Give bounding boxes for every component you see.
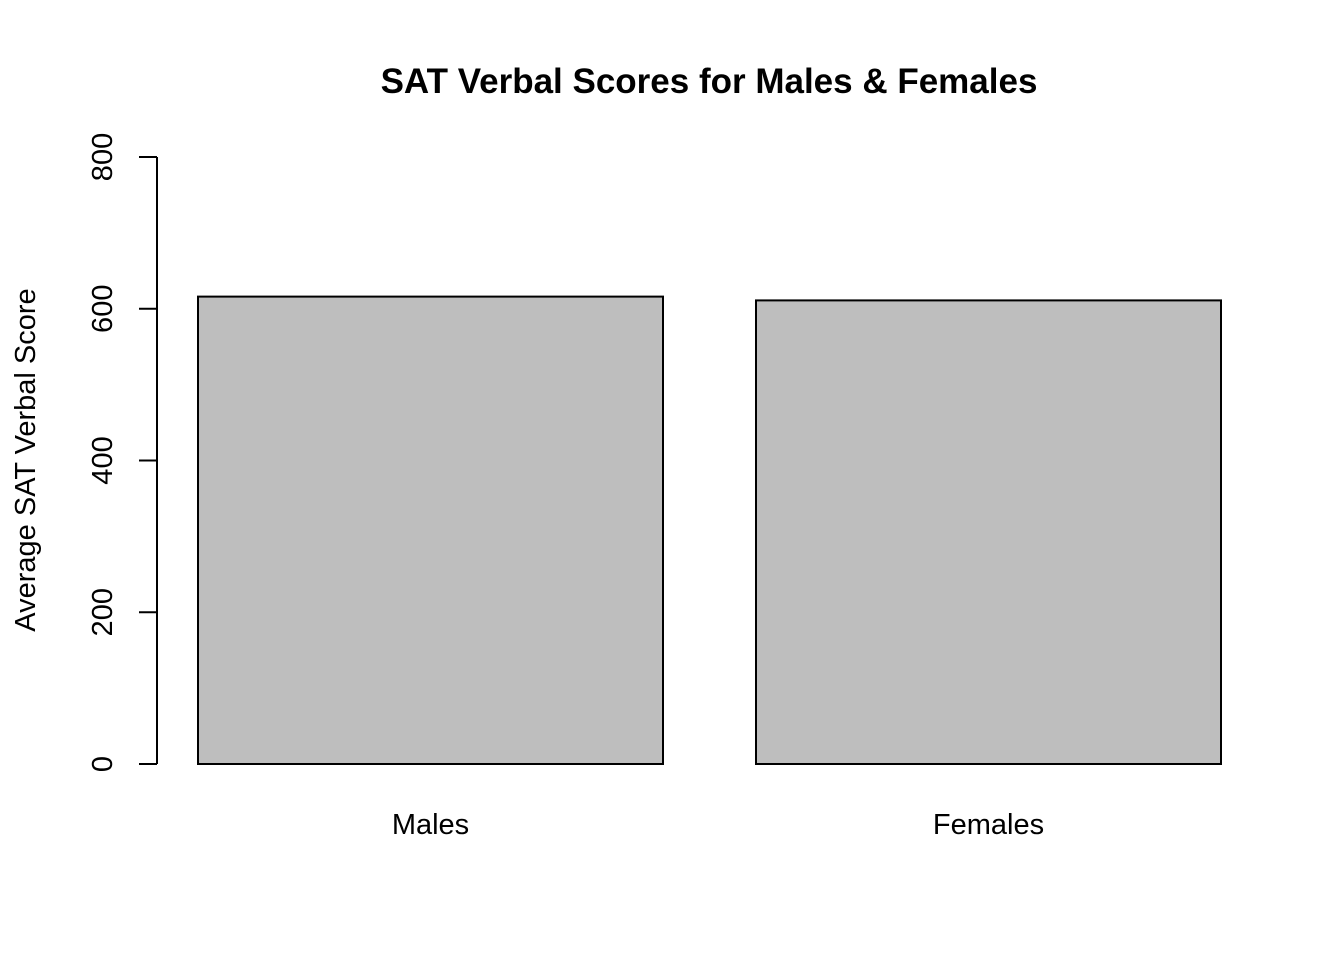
y-axis-label: Average SAT Verbal Score (10, 288, 42, 631)
bar-females (755, 299, 1222, 765)
y-tick-label: 0 (87, 756, 119, 772)
y-tick-label: 400 (87, 436, 119, 484)
category-labels: Males Females (392, 809, 1044, 841)
x-category-label: Males (392, 809, 469, 841)
y-tick-label: 800 (87, 133, 119, 181)
y-axis-ticks: 0 200 400 600 800 (87, 133, 157, 772)
bar-males (197, 295, 664, 765)
bars (197, 295, 1222, 765)
y-tick-label: 600 (87, 285, 119, 333)
y-tick-label: 200 (87, 588, 119, 636)
x-category-label: Females (933, 809, 1044, 841)
chart-title: SAT Verbal Scores for Males & Females (381, 62, 1038, 101)
